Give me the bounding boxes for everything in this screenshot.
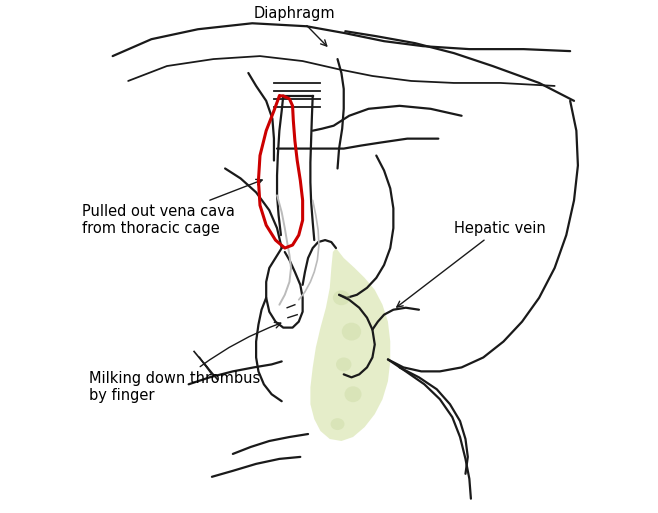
Ellipse shape xyxy=(333,290,350,305)
Text: Diaphragm: Diaphragm xyxy=(254,6,336,46)
Ellipse shape xyxy=(342,323,361,341)
Text: Hepatic vein: Hepatic vein xyxy=(397,221,545,307)
Ellipse shape xyxy=(345,386,361,402)
Ellipse shape xyxy=(330,418,345,430)
Polygon shape xyxy=(311,248,390,441)
Ellipse shape xyxy=(336,358,351,371)
Text: Milking down thrombus
by finger: Milking down thrombus by finger xyxy=(89,322,281,404)
Text: Pulled out vena cava
from thoracic cage: Pulled out vena cava from thoracic cage xyxy=(82,180,262,236)
